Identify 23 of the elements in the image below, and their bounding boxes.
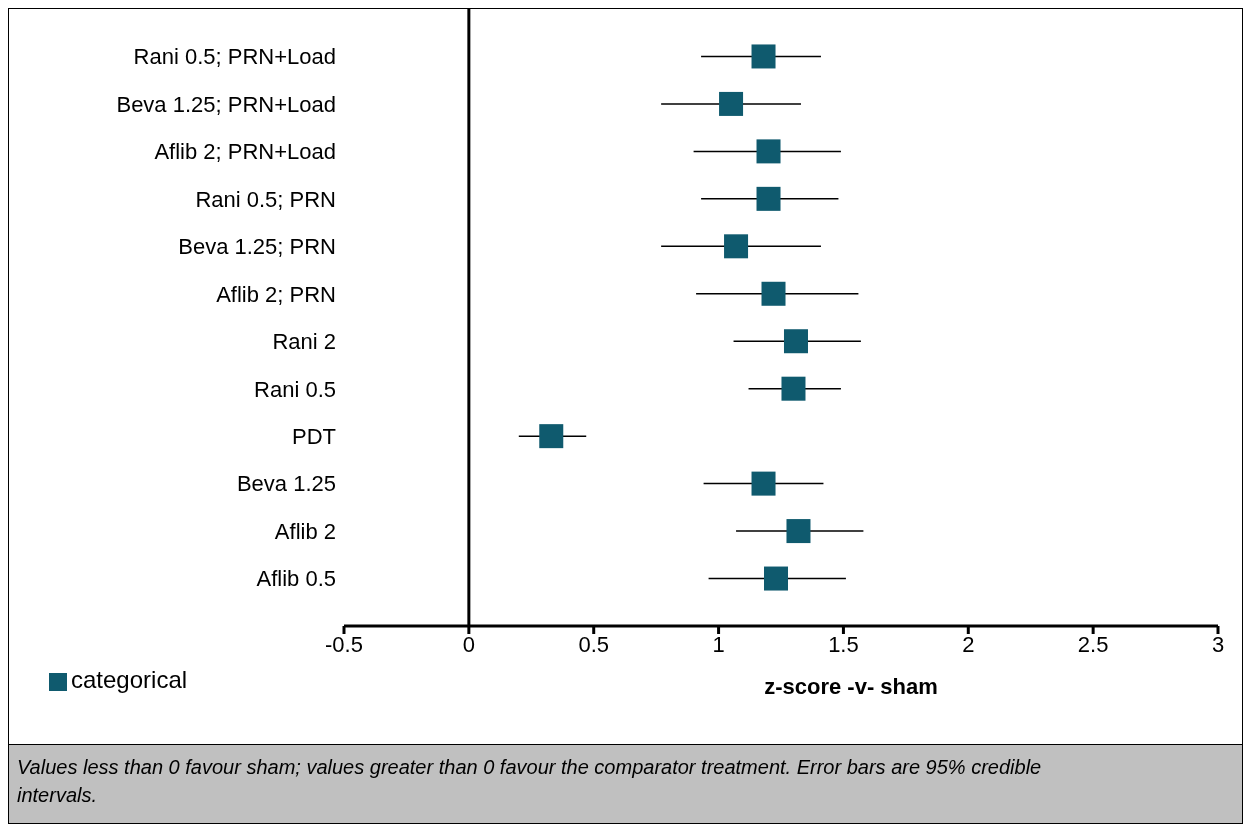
x-axis-title: z-score -v- sham <box>764 674 938 699</box>
y-tick-label: Beva 1.25 <box>236 471 336 497</box>
y-tick-label: Rani 2 <box>272 329 336 355</box>
y-tick-label: Rani 0.5; PRN+Load <box>133 44 336 70</box>
y-tick-label: Aflib 0.5 <box>256 566 336 592</box>
y-tick-label: PDT <box>292 423 336 449</box>
legend-label: categorical <box>71 666 188 693</box>
x-tick-label: 1 <box>712 631 725 657</box>
x-tick-label: 3 <box>1211 631 1225 657</box>
y-tick-label: Aflib 2; PRN+Load <box>154 139 336 165</box>
x-tick-label: 0 <box>462 631 475 657</box>
x-tick-label: 0.5 <box>578 631 610 657</box>
y-tick-label: Aflib 2 <box>274 518 336 544</box>
text: Values less than 0 favour sham; values greater than 0 favour the comparator treatment. Error bars are 95% credible intervals. <box>9 744 1242 823</box>
y-tick-label: Aflib 2; PRN <box>216 281 336 307</box>
x-tick-label: 2.5 <box>1077 631 1109 657</box>
x-tick-label: 1.5 <box>828 631 859 657</box>
y-tick-label: Rani 0.5; PRN <box>195 186 336 212</box>
y-tick-label: Beva 1.25; PRN <box>178 234 336 260</box>
y-tick-label: Beva 1.25; PRN+Load <box>116 91 336 117</box>
y-tick-label: Rani 0.5 <box>254 376 336 402</box>
x-tick-label: 2 <box>962 631 975 657</box>
x-tick-label: -0.5 <box>325 631 363 657</box>
